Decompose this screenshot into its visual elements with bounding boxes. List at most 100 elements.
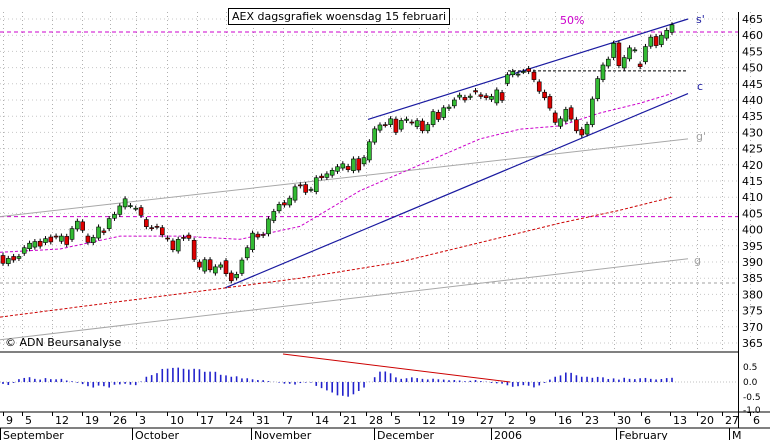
candle-body xyxy=(404,118,409,121)
candle-body xyxy=(159,227,165,236)
candle-body xyxy=(377,124,383,131)
candle-body xyxy=(27,242,32,250)
candle-body xyxy=(382,124,388,126)
candle-body xyxy=(255,233,261,238)
x-tick-label: 19 xyxy=(451,414,465,427)
candle-body xyxy=(542,91,547,99)
candle-body xyxy=(48,236,54,243)
candle-body xyxy=(457,94,462,98)
candle-body xyxy=(351,158,356,171)
candle-body xyxy=(563,109,569,122)
candle-body xyxy=(90,237,96,243)
candle-body xyxy=(207,259,213,271)
candle-body xyxy=(75,220,80,230)
candle-body xyxy=(266,218,271,235)
candle-body xyxy=(659,34,664,45)
candle-body xyxy=(462,97,468,101)
x-tick-label: 17 xyxy=(200,414,214,427)
candle-body xyxy=(239,259,245,274)
candle-body xyxy=(478,94,484,97)
candle-body xyxy=(144,219,149,227)
candle-body xyxy=(632,49,638,52)
candle-body xyxy=(292,186,298,201)
candle-body xyxy=(467,95,473,98)
candle-body xyxy=(515,73,521,76)
candle-body xyxy=(234,274,239,279)
trendline-channel-lower xyxy=(224,92,689,289)
candle-body xyxy=(133,207,139,210)
candle-body xyxy=(186,234,192,239)
x-tick-label: 3 xyxy=(139,414,146,427)
price-tick-label: 455 xyxy=(742,45,763,58)
price-tick-label: 395 xyxy=(742,240,763,253)
month-label: February xyxy=(619,429,668,440)
candle-body xyxy=(483,95,489,99)
candle-body xyxy=(505,74,510,84)
month-label: November xyxy=(254,429,312,440)
candle-body xyxy=(165,237,170,240)
candle-body xyxy=(128,205,133,207)
fib-50-label: 50% xyxy=(560,14,584,27)
candle-body xyxy=(244,247,250,259)
price-tick-label: 385 xyxy=(742,272,763,285)
price-tick-label: 435 xyxy=(742,110,763,123)
price-tick-label: 465 xyxy=(742,13,763,26)
candle-body xyxy=(191,239,197,260)
osc-tick-label: -1.0 xyxy=(743,406,761,416)
candle-body xyxy=(441,107,446,118)
candle-body xyxy=(388,118,393,125)
x-tick-label: 20 xyxy=(700,414,714,427)
candle-body xyxy=(175,239,181,252)
candle-body xyxy=(452,99,457,107)
candle-body xyxy=(526,68,531,72)
label-g: g xyxy=(694,254,701,267)
candle-body xyxy=(303,184,308,193)
candle-body xyxy=(345,166,351,170)
x-tick-label: 21 xyxy=(343,414,357,427)
month-label: October xyxy=(135,429,179,440)
candle-body xyxy=(282,202,287,206)
x-tick-label: 6 xyxy=(644,414,651,427)
x-tick-label: 9 xyxy=(6,414,13,427)
candle-body xyxy=(223,260,229,274)
candle-body xyxy=(531,71,537,80)
price-tick-label: 440 xyxy=(742,94,763,107)
x-tick-label: 7 xyxy=(286,414,293,427)
candle-body xyxy=(43,238,48,243)
x-tick-label: 12 xyxy=(55,414,69,427)
candle-body xyxy=(393,118,399,133)
price-tick-label: 415 xyxy=(742,175,763,188)
candle-body xyxy=(149,227,154,229)
candle-body xyxy=(11,256,16,261)
x-tick-label: 19 xyxy=(85,414,99,427)
candle-body xyxy=(648,36,654,47)
osc-tick-label: -0.5 xyxy=(743,393,761,403)
x-tick-label: 12 xyxy=(422,414,436,427)
moving-average-long xyxy=(0,196,673,318)
candle-body xyxy=(112,214,117,219)
candle-body xyxy=(197,261,202,268)
candle-body xyxy=(510,71,516,76)
candle-body xyxy=(547,96,553,109)
candle-body xyxy=(436,112,441,120)
chart-title: AEX dagsgrafiek woensdag 15 februari xyxy=(228,8,451,25)
candle-body xyxy=(494,89,500,104)
candle-body xyxy=(361,157,367,165)
candle-body xyxy=(420,120,425,132)
x-tick-label: 23 xyxy=(585,414,599,427)
candle-body xyxy=(521,71,526,73)
candle-body xyxy=(32,241,38,248)
candle-body xyxy=(621,57,627,69)
candle-body xyxy=(536,81,542,92)
candle-body xyxy=(69,228,75,240)
candle-body xyxy=(372,128,377,143)
candle-body xyxy=(298,184,303,187)
candle-body xyxy=(340,163,346,169)
month-label: September xyxy=(3,429,64,440)
candle-body xyxy=(653,36,659,46)
candle-body xyxy=(489,96,494,100)
candle-body xyxy=(643,46,648,63)
candle-body xyxy=(37,240,43,247)
price-tick-label: 365 xyxy=(742,337,763,350)
